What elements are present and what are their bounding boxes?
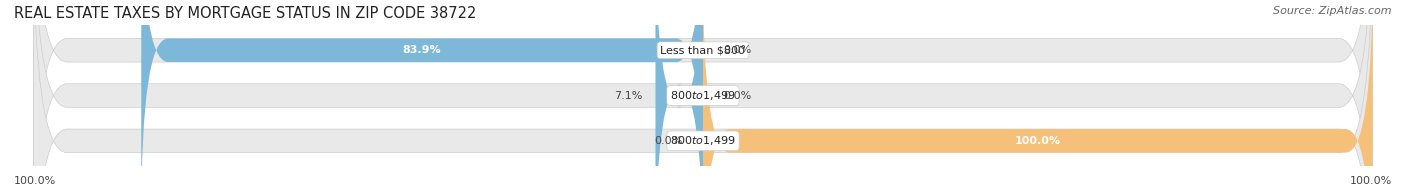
Text: 100.0%: 100.0% xyxy=(1350,176,1392,186)
Text: 7.1%: 7.1% xyxy=(613,90,643,101)
Text: REAL ESTATE TAXES BY MORTGAGE STATUS IN ZIP CODE 38722: REAL ESTATE TAXES BY MORTGAGE STATUS IN … xyxy=(14,6,477,21)
FancyBboxPatch shape xyxy=(34,0,1372,195)
FancyBboxPatch shape xyxy=(34,0,1372,195)
Text: 0.0%: 0.0% xyxy=(655,136,683,146)
Text: Source: ZipAtlas.com: Source: ZipAtlas.com xyxy=(1274,6,1392,16)
FancyBboxPatch shape xyxy=(141,0,703,195)
Text: 0.0%: 0.0% xyxy=(723,90,751,101)
Text: Less than $800: Less than $800 xyxy=(661,45,745,55)
Text: 0.0%: 0.0% xyxy=(723,45,751,55)
Text: 100.0%: 100.0% xyxy=(14,176,56,186)
FancyBboxPatch shape xyxy=(34,0,1372,195)
Text: 100.0%: 100.0% xyxy=(1015,136,1060,146)
FancyBboxPatch shape xyxy=(655,0,703,195)
Text: 83.9%: 83.9% xyxy=(404,45,441,55)
Text: $800 to $1,499: $800 to $1,499 xyxy=(671,89,735,102)
FancyBboxPatch shape xyxy=(703,0,1372,195)
Text: $800 to $1,499: $800 to $1,499 xyxy=(671,134,735,147)
